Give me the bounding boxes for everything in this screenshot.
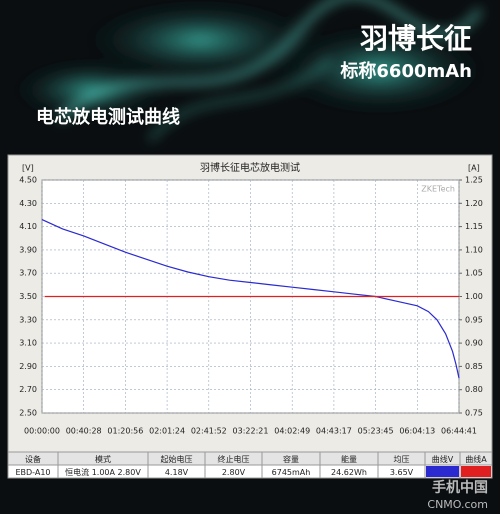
x-tick-label: 02:01:24: [149, 427, 185, 436]
table-cell: EBD-A10: [15, 468, 50, 477]
table-cell: 6745mAh: [272, 468, 311, 477]
table-cell: 24.62Wh: [331, 468, 367, 477]
subtitle: 标称6600mAh: [339, 60, 472, 82]
x-tick-label: 01:20:56: [107, 427, 143, 436]
y-axis-label: [V]: [22, 164, 34, 173]
y-tick-label: 3.10: [19, 339, 37, 348]
table-header: 终止电压: [218, 454, 250, 464]
y2-tick-label: 0.95: [465, 315, 483, 324]
chart-watermark: ZKETech: [421, 185, 455, 194]
table-header: 设备: [25, 454, 41, 464]
table-header: 曲线A: [465, 454, 487, 464]
watermark-name: 手机中国: [432, 479, 488, 496]
table-header: 曲线V: [432, 454, 454, 464]
y-tick-label: 3.30: [19, 315, 37, 324]
table-cell: 3.65V: [390, 468, 414, 477]
series-line: [41, 219, 460, 379]
y-tick-label: 3.70: [19, 269, 37, 278]
y-tick-label: 2.70: [19, 385, 37, 394]
y2-tick-label: 1.00: [465, 292, 483, 301]
x-tick-label: 05:23:45: [358, 427, 394, 436]
x-tick-label: 04:02:49: [274, 427, 310, 436]
legend-swatch: [426, 466, 459, 477]
table-header-bg: [7, 451, 493, 466]
legend-swatch: [461, 466, 491, 477]
table-header: 起始电压: [161, 454, 193, 464]
chart-title: 羽博长征电芯放电测试: [200, 161, 300, 174]
table-header: 能量: [341, 454, 357, 464]
watermark-site: CNMO.com: [427, 498, 488, 511]
y-tick-label: 4.30: [19, 199, 37, 208]
smoke: [10, 0, 490, 142]
y-tick-label: 3.50: [19, 292, 37, 301]
table-header: 容量: [283, 454, 299, 464]
table-cell: 4.18V: [165, 468, 189, 477]
y-tick-label: 4.10: [19, 222, 37, 231]
x-tick-label: 03:22:21: [233, 427, 269, 436]
table-header: 模式: [95, 454, 111, 464]
table-cell: 2.80V: [222, 468, 246, 477]
x-tick-label: 06:04:13: [399, 427, 435, 436]
heading: 电芯放电测试曲线: [36, 106, 180, 128]
x-tick-label: 06:44:41: [441, 427, 477, 436]
x-tick-label: 02:41:52: [191, 427, 227, 436]
y2-tick-label: 1.25: [465, 176, 483, 185]
x-tick-label: 00:40:28: [66, 427, 102, 436]
y-tick-label: 3.90: [19, 245, 37, 254]
y2-tick-label: 0.80: [465, 385, 483, 394]
y2-tick-label: 1.20: [465, 199, 483, 208]
y2-tick-label: 1.15: [465, 222, 483, 231]
x-tick-label: 00:00:00: [24, 427, 60, 436]
y2-tick-label: 1.10: [465, 245, 483, 254]
y2-tick-label: 1.05: [465, 269, 483, 278]
y-tick-label: 2.90: [19, 362, 37, 371]
y2-axis-label: [A]: [468, 164, 480, 173]
y-tick-label: 2.50: [19, 409, 37, 418]
table-header: 均压: [394, 454, 410, 464]
title: 羽博长征: [360, 22, 472, 55]
y2-tick-label: 0.75: [465, 409, 483, 418]
table-cell: 恒电流 1.00A 2.80V: [65, 467, 141, 477]
y2-tick-label: 0.85: [465, 362, 483, 371]
y-tick-label: 4.50: [19, 176, 37, 185]
x-tick-label: 04:43:17: [316, 427, 352, 436]
y2-tick-label: 0.90: [465, 339, 483, 348]
